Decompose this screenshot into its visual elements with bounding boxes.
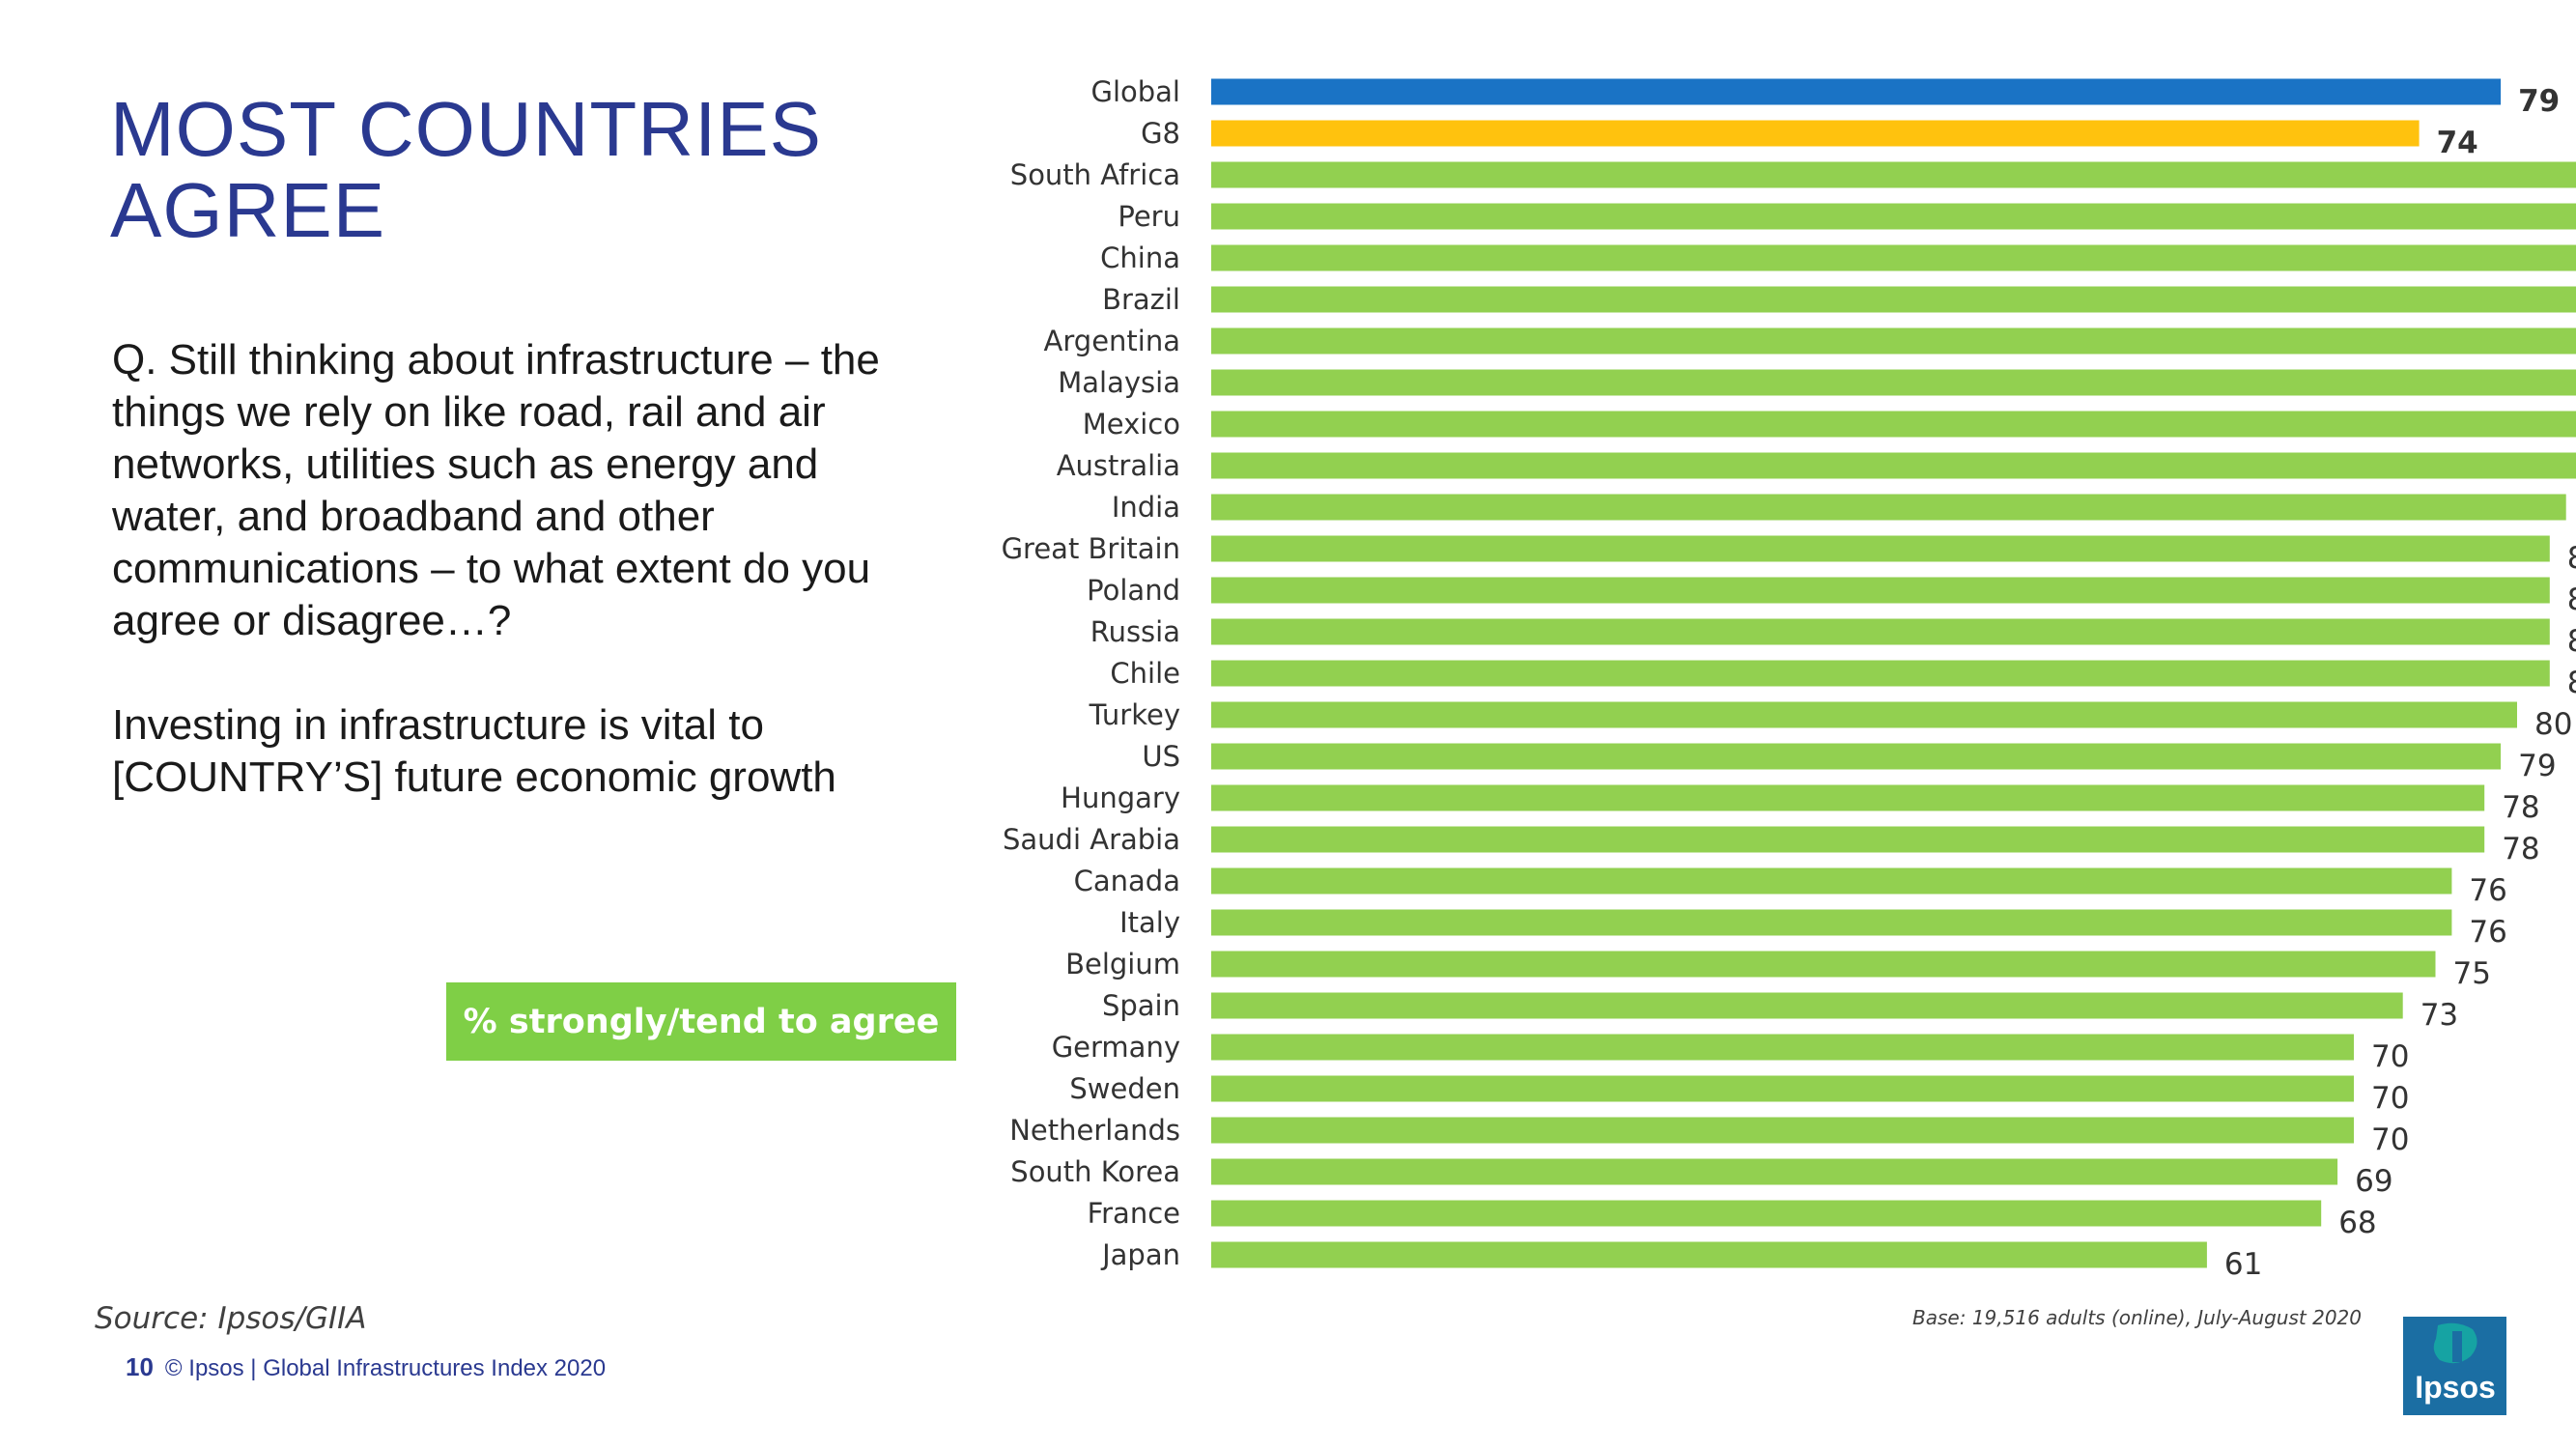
bar-france [1211, 1200, 2322, 1227]
bar-belgium [1211, 951, 2436, 978]
bar-canada [1211, 867, 2452, 895]
title-line-1: MOST COUNTRIES [110, 86, 823, 172]
value-label-spain: 73 [2420, 998, 2458, 1033]
category-label-germany: Germany [1052, 1031, 1180, 1064]
category-label-turkey: Turkey [1089, 698, 1180, 731]
bar-peru [1211, 203, 2576, 230]
page-number: 10 [126, 1352, 154, 1381]
value-label-canada: 76 [2469, 873, 2506, 908]
copyright-text: © Ipsos | Global Infrastructures Index 2… [164, 1355, 607, 1381]
category-label-australia: Australia [1057, 449, 1180, 482]
category-label-brazil: Brazil [1102, 283, 1180, 316]
bar-brazil [1211, 286, 2576, 313]
bar-south-korea [1211, 1158, 2338, 1185]
value-label-us: 79 [2518, 749, 2556, 783]
bar-chile [1211, 660, 2550, 687]
bar-germany [1211, 1034, 2354, 1061]
survey-question: Q. Still thinking about infrastructure –… [112, 336, 880, 644]
category-label-india: India [1112, 491, 1180, 524]
value-label-g8: 74 [2437, 126, 2478, 160]
category-label-global: Global [1090, 75, 1180, 108]
source-note: Source: Ipsos/GIIA [95, 1301, 367, 1336]
value-label-belgium: 75 [2453, 956, 2491, 991]
category-label-japan: Japan [1100, 1238, 1180, 1271]
bar-hungary [1211, 784, 2485, 811]
value-label-hungary: 78 [2502, 790, 2539, 825]
value-label-france: 68 [2338, 1206, 2376, 1240]
category-label-g8: G8 [1141, 117, 1180, 150]
bar-poland [1211, 577, 2550, 604]
value-label-great-britain: 82 [2567, 541, 2576, 576]
title-line-2: AGREE [110, 167, 386, 253]
bar-saudi-arabia [1211, 826, 2485, 853]
category-label-canada: Canada [1074, 865, 1180, 897]
ipsos-leaf-icon [2433, 1322, 2477, 1364]
bar-spain [1211, 992, 2403, 1019]
bar-japan [1211, 1241, 2207, 1268]
metric-label-badge: % strongly/tend to agree [446, 982, 956, 1061]
bar-malaysia [1211, 369, 2576, 396]
category-label-saudi-arabia: Saudi Arabia [1003, 823, 1180, 856]
bar-argentina [1211, 327, 2576, 355]
category-label-peru: Peru [1118, 200, 1180, 233]
bar-mexico [1211, 411, 2576, 438]
value-label-sweden: 70 [2371, 1081, 2409, 1116]
bar-italy [1211, 909, 2452, 936]
category-label-malaysia: Malaysia [1058, 366, 1180, 399]
category-label-hungary: Hungary [1061, 781, 1180, 814]
bar-south-africa [1211, 161, 2576, 188]
bar-india [1211, 494, 2566, 521]
category-label-poland: Poland [1087, 574, 1180, 607]
category-label-france: France [1088, 1197, 1180, 1230]
category-label-great-britain: Great Britain [1002, 532, 1180, 565]
bar-g8 [1211, 120, 2420, 147]
value-label-russia: 82 [2567, 624, 2576, 659]
value-label-japan: 61 [2224, 1247, 2262, 1282]
category-label-china: China [1100, 242, 1180, 274]
bar-australia [1211, 452, 2576, 479]
category-label-belgium: Belgium [1065, 948, 1180, 980]
bar-us [1211, 743, 2502, 770]
category-label-chile: Chile [1110, 657, 1180, 690]
bar-russia [1211, 618, 2550, 645]
bar-turkey [1211, 701, 2517, 728]
bar-great-britain [1211, 535, 2550, 562]
category-label-south-africa: South Africa [1010, 158, 1180, 191]
value-label-chile: 82 [2567, 666, 2576, 700]
category-label-mexico: Mexico [1083, 408, 1180, 440]
value-label-turkey: 80 [2534, 707, 2572, 742]
bar-global [1211, 78, 2502, 105]
bar-netherlands [1211, 1117, 2354, 1144]
category-label-us: US [1142, 740, 1180, 773]
bar-china [1211, 244, 2576, 271]
ipsos-logo-text: Ipsos [2415, 1370, 2496, 1405]
bar-sweden [1211, 1075, 2354, 1102]
base-note: Base: 19,516 adults (online), July-Augus… [1912, 1306, 2362, 1329]
value-label-netherlands: 70 [2371, 1122, 2409, 1157]
category-label-south-korea: South Korea [1010, 1155, 1180, 1188]
category-label-italy: Italy [1119, 906, 1180, 939]
category-label-netherlands: Netherlands [1009, 1114, 1180, 1147]
survey-statement: Investing in infrastructure is vital to … [112, 701, 836, 801]
value-label-italy: 76 [2469, 915, 2506, 950]
value-label-saudi-arabia: 78 [2502, 832, 2539, 867]
value-label-germany: 70 [2371, 1039, 2409, 1074]
category-label-sweden: Sweden [1069, 1072, 1180, 1105]
category-label-argentina: Argentina [1044, 325, 1180, 357]
value-label-poland: 82 [2567, 582, 2576, 617]
footer: 10 © Ipsos | Global Infrastructures Inde… [126, 1352, 606, 1382]
category-label-russia: Russia [1090, 615, 1180, 648]
value-label-global: 79 [2518, 84, 2560, 119]
page-title: MOST COUNTRIES AGREE [110, 89, 979, 251]
category-label-spain: Spain [1102, 989, 1180, 1022]
value-label-south-korea: 69 [2355, 1164, 2392, 1199]
